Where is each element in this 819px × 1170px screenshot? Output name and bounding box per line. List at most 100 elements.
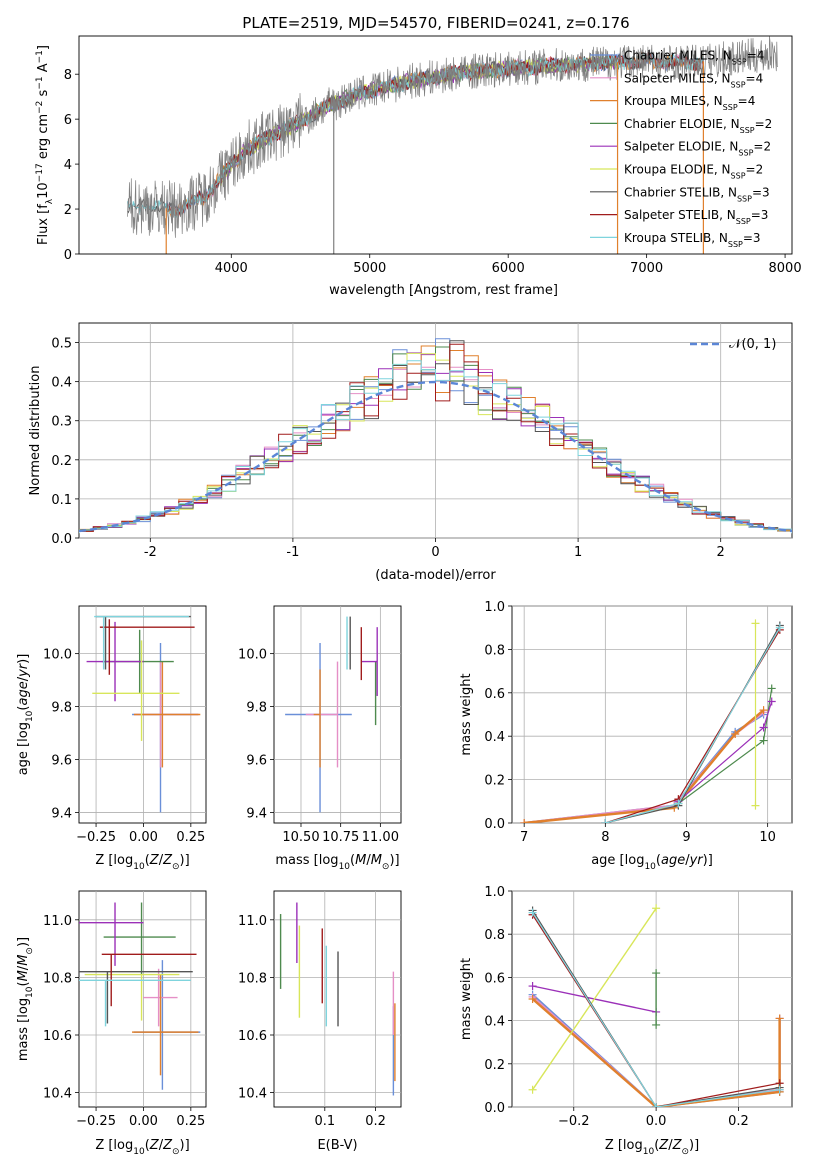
series-observed-spectrum	[127, 36, 779, 238]
label-part: Z [log	[605, 1138, 643, 1153]
y-tick-label: 0	[64, 248, 72, 263]
label-part: 10	[133, 862, 145, 872]
weight-line-kroupa-miles	[524, 709, 765, 823]
weight-marker	[674, 799, 683, 808]
label-part: mass [log	[16, 998, 31, 1061]
x-tick-label: 9	[682, 830, 690, 845]
weight-marker	[528, 1085, 537, 1094]
x-tick-label: 7	[520, 830, 528, 845]
x-tick-label: 10.50	[282, 830, 319, 845]
weight-marker	[528, 908, 537, 917]
y-axis-label: mass [log10(M/M⊙)]	[16, 937, 35, 1061]
legend-label: Salpeter MILES, N	[624, 71, 731, 85]
legend-tail: =4	[746, 71, 764, 85]
legend-tail: =3	[743, 231, 761, 245]
axes-frame	[511, 605, 793, 824]
y-tick-label: 11.0	[238, 914, 267, 929]
weight-marker	[652, 1103, 661, 1107]
legend-label: Chabrier MILES, N	[624, 49, 732, 63]
label-part: Z	[149, 1138, 160, 1153]
y-tick-label: 0.6	[484, 687, 505, 702]
y-axis-label: mass weight	[459, 673, 474, 755]
x-tick-label: 0.1	[314, 1114, 335, 1129]
x-tick-label: 10	[759, 830, 776, 845]
label-part: −1	[35, 50, 45, 63]
label-part: Flux [f	[36, 204, 51, 245]
legend-entry: Salpeter ELODIE, NSSP=2	[624, 140, 771, 158]
label-part: s	[36, 89, 51, 100]
x-axis-label: Z [log10(Z/Z⊙)]	[95, 1138, 189, 1157]
y-tick-label: 0.4	[484, 1015, 505, 1030]
label-part: M	[371, 853, 382, 868]
x-tick-label: 0.00	[129, 830, 158, 845]
histograms	[79, 338, 792, 534]
weight-line-chabrier-stelib	[532, 910, 780, 1107]
legend-entry: Salpeter MILES, NSSP=4	[624, 71, 763, 89]
legend-label: Kroupa MILES, N	[624, 94, 723, 108]
y-tick-label: 10.0	[43, 648, 72, 663]
legend-tail: =4	[747, 49, 765, 63]
x-tick-label: 4000	[215, 261, 248, 276]
label-part: (	[16, 981, 31, 986]
x-axis-label: Z [log10(Z/Z⊙)]	[605, 1138, 699, 1157]
label-part: /	[16, 965, 31, 970]
y-tick-label: 10.6	[43, 1029, 72, 1044]
y-tick-label: 9.8	[246, 701, 267, 716]
label-part: (	[350, 853, 355, 868]
y-tick-label: 0.5	[51, 337, 72, 352]
label-part: (	[654, 1138, 659, 1153]
label-part: age [log	[591, 853, 644, 868]
legend-entry: Kroupa MILES, NSSP=4	[624, 94, 755, 112]
label-part: /	[16, 676, 31, 681]
legend-sub: SSP	[731, 80, 746, 89]
label-part: )]	[16, 654, 31, 664]
label-part: Z [log	[95, 1138, 133, 1153]
label-part: ⊙	[382, 862, 390, 872]
age-vs-mass-panel: 10.50 10.75 11.00 9.4 9.6 9.8 10.0 mass [log10(…	[238, 605, 402, 872]
y-tick-label: 9.6	[51, 753, 72, 768]
weight-marker	[528, 995, 537, 1003]
legend-label: Kroupa STELIB, N	[624, 231, 728, 245]
y-tick-label: 10.8	[238, 971, 267, 986]
label-part: age	[661, 853, 685, 868]
y-tick-label: 0.1	[51, 493, 72, 508]
weight-marker	[731, 730, 740, 739]
weight-marker	[767, 684, 776, 693]
label-part: (	[16, 706, 31, 711]
spectrum-lines	[127, 36, 779, 254]
y-tick-label: 9.4	[246, 806, 267, 821]
error-bars	[279, 902, 396, 1096]
legend-tail: =2	[746, 163, 764, 177]
x-tick-label: -1	[286, 545, 299, 560]
label-part: −2	[35, 101, 45, 114]
label-part: /	[159, 1138, 164, 1153]
legend-tail: =3	[751, 208, 769, 222]
gaussian-reference	[79, 380, 792, 533]
label-part: )]	[389, 853, 399, 868]
weight-marker	[520, 819, 529, 823]
y-tick-label: 8	[64, 68, 72, 83]
weight-marker	[759, 736, 768, 745]
x-axis-label: (data-model)/error	[375, 568, 496, 583]
x-tick-label: 0.2	[365, 1114, 386, 1129]
label-part: yr	[689, 853, 705, 868]
legend-entry: Chabrier ELODIE, NSSP=2	[624, 117, 772, 134]
axes-frame	[78, 35, 793, 255]
weight-marker	[652, 904, 661, 913]
label-part: )]	[180, 853, 190, 868]
age-vs-metallicity-panel: −0.25 0.00 0.259.49.69.810.0Z [log10(Z/Z⊙)…	[16, 605, 207, 872]
weight-line-kroupa-elodie	[532, 907, 657, 1091]
x-tick-label: -2	[144, 545, 157, 560]
weight-lines	[528, 904, 784, 1107]
label-part: −17	[35, 163, 45, 182]
y-tick-label: 6	[64, 113, 72, 128]
x-tick-label: 11.00	[362, 830, 399, 845]
y-tick-label: 1.0	[484, 885, 505, 900]
legend-tail: =2	[755, 117, 773, 131]
label-part: (	[145, 853, 150, 868]
weight-marker	[767, 697, 776, 706]
y-tick-label: 2	[64, 203, 72, 218]
